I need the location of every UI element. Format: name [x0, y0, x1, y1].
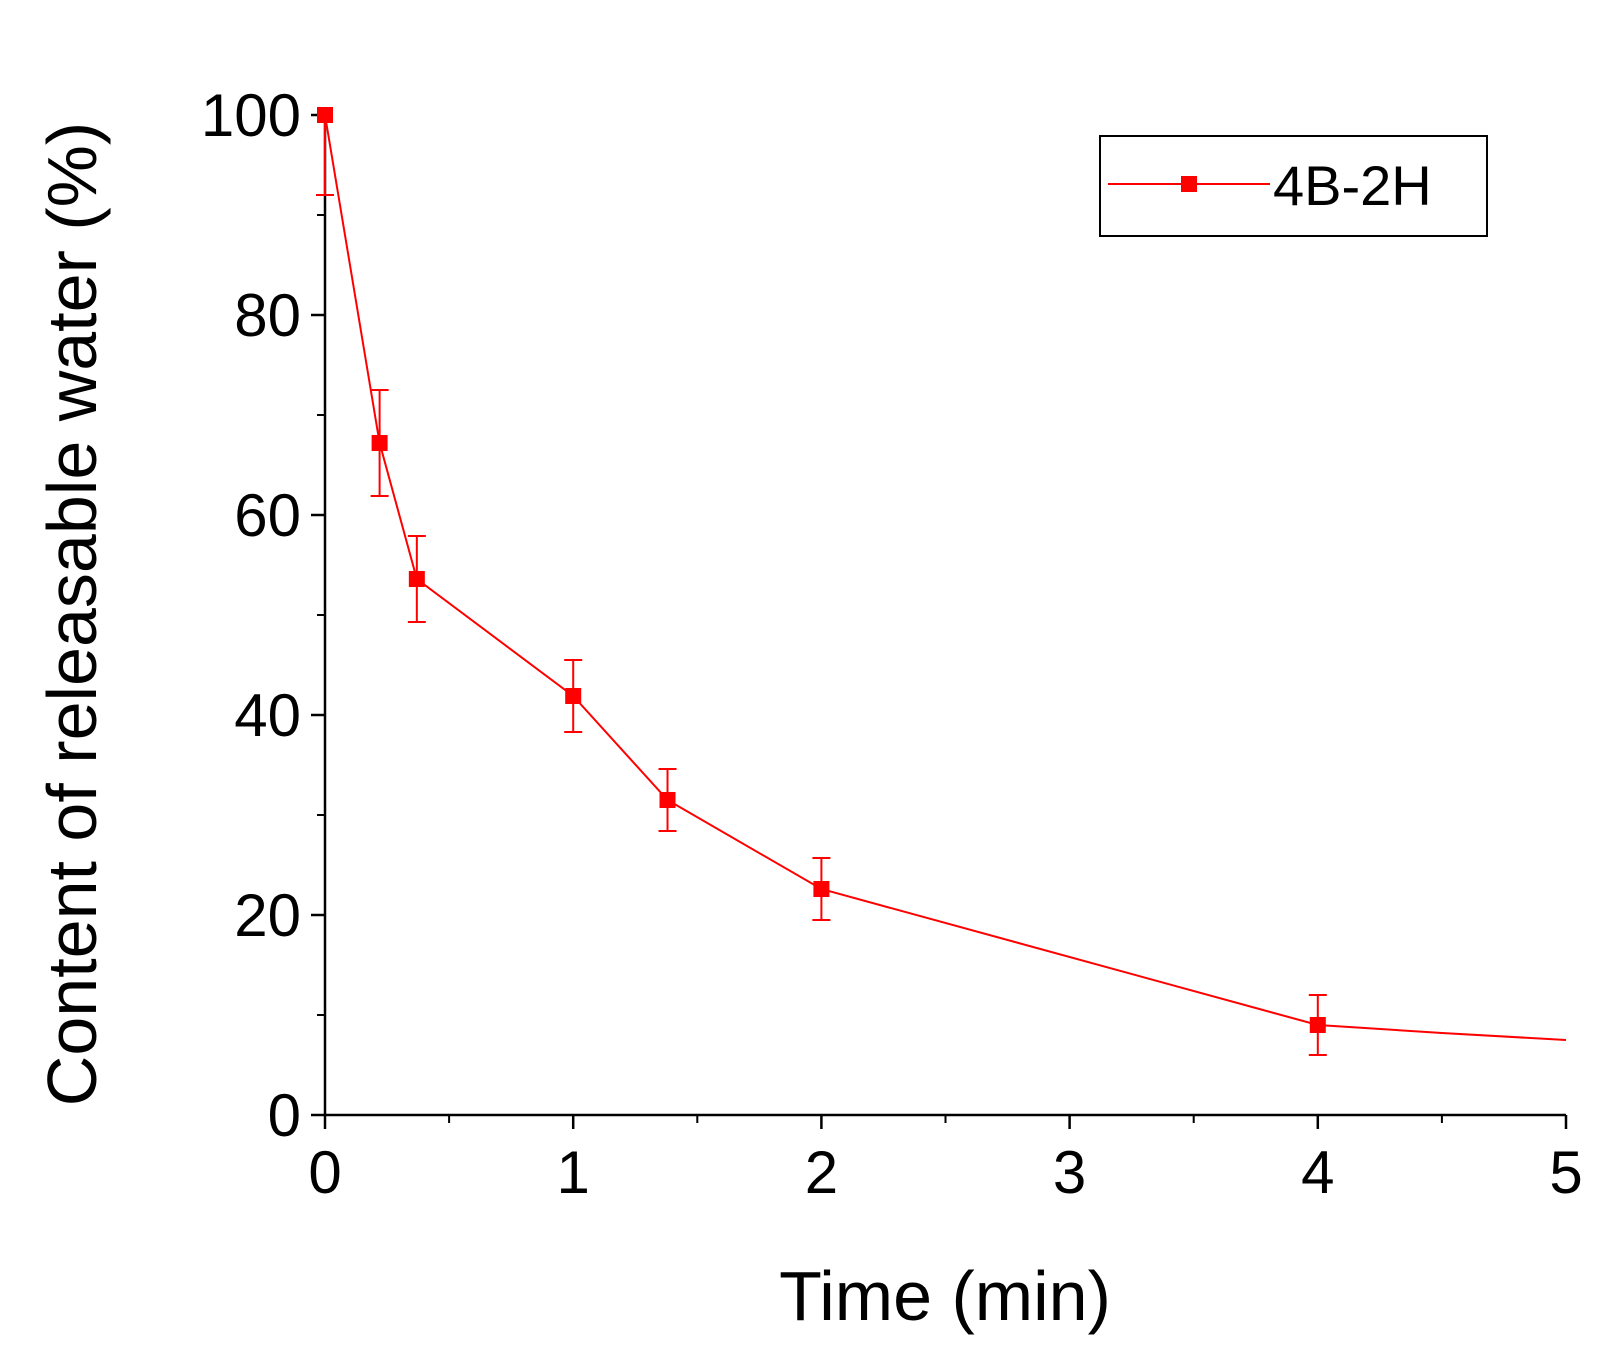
legend-box: [1099, 135, 1488, 237]
y-tick-label: 0: [268, 1082, 301, 1149]
x-tick-label: 0: [308, 1139, 341, 1206]
y-tick-label: 100: [201, 82, 301, 149]
legend: 4B-2H: [1099, 135, 1488, 237]
x-axis-title: Time (min): [779, 1257, 1111, 1335]
data-point: [1309, 1017, 1326, 1033]
x-tick-label: 5: [1549, 1139, 1582, 1206]
legend-label: 4B-2H: [1273, 154, 1432, 217]
y-tick-label: 20: [234, 882, 301, 949]
data-point: [565, 688, 582, 704]
data-point: [659, 792, 676, 808]
tick-labels: 0 1 2 3 4 5 0 20 40 60 80 100: [201, 82, 1583, 1206]
x-tick-label: 3: [1053, 1139, 1086, 1206]
x-tick-label: 4: [1301, 1139, 1334, 1206]
y-axis-title: Content of releasable water (%): [33, 122, 111, 1106]
y-tick-label: 80: [234, 282, 301, 349]
axis-ticks: [311, 113, 1568, 1129]
data-point: [317, 107, 333, 123]
series-layer: [316, 107, 1567, 1056]
y-tick-label: 60: [234, 482, 301, 549]
y-tick-label: 40: [234, 682, 301, 749]
data-point: [371, 435, 388, 451]
data-point: [408, 571, 425, 587]
x-tick-label: 1: [557, 1139, 590, 1206]
data-point: [813, 881, 830, 897]
series-line: [324, 114, 1567, 1041]
x-tick-label: 2: [805, 1139, 838, 1206]
legend-marker: [1181, 176, 1197, 192]
